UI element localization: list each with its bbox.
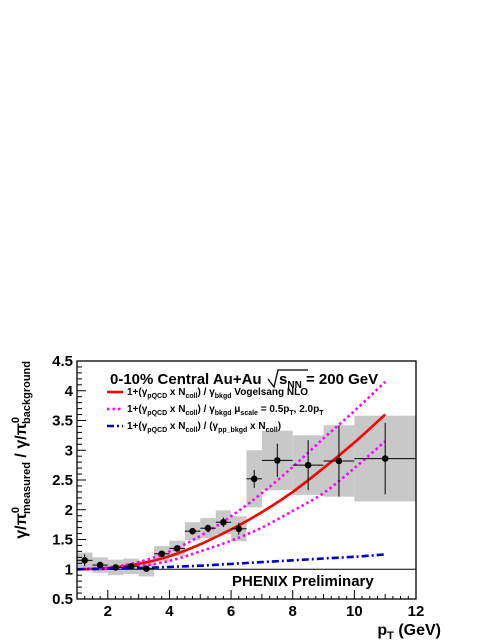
data-point <box>158 550 166 558</box>
y-tick-label: 3 <box>65 442 73 459</box>
y-tick-label: 1.5 <box>52 532 73 549</box>
pp-background-curve <box>76 553 386 571</box>
tick-labels: 2 4 6 8 10 12 0.5 1 1.5 2 2.5 3 3.5 4 4.5 <box>52 353 424 620</box>
data-point <box>204 524 212 532</box>
legend: 1+(γpQCD x Ncoll) / γbkgd Vogelsang NLO 1… <box>107 387 324 434</box>
energy-label: sNN = 200 GeV <box>267 369 378 391</box>
data-point <box>335 457 343 465</box>
y-tick-label: 3.5 <box>52 413 73 430</box>
x-axis-title: pT (GeV) <box>377 622 441 642</box>
x-tick-label: 8 <box>289 603 297 620</box>
x-tick-label: 12 <box>408 603 425 620</box>
data-point <box>235 525 243 533</box>
data-point <box>112 564 119 571</box>
data-point <box>173 545 181 552</box>
y-tick-label: 4.5 <box>52 353 73 370</box>
legend-label: 1+(γpQCD x Ncoll) / γbkgd Vogelsang NLO <box>127 387 308 400</box>
x-tick-label: 2 <box>104 603 112 620</box>
x-tick-label: 4 <box>165 603 174 620</box>
axis-ticks <box>76 360 417 600</box>
data-point <box>143 565 150 572</box>
x-tick-label: 6 <box>227 603 235 620</box>
legend-label: 1+(γpQCD x Ncoll) / γbkgd μscale = 0.5pT… <box>127 404 324 417</box>
phenix-preliminary-label: PHENIX Preliminary <box>232 573 374 590</box>
systematic-error-boxes <box>77 415 416 577</box>
scale-upper-curve <box>76 380 387 571</box>
data-point <box>189 527 196 535</box>
data-point <box>304 461 312 469</box>
y-tick-label: 4 <box>65 383 74 400</box>
data-point <box>220 518 227 526</box>
energy-text: sNN = 200 GeV <box>279 371 378 391</box>
data-point <box>250 475 258 483</box>
data-point <box>274 457 281 464</box>
legend-label: 1+(γpQCD x Ncoll) / (γpp_bkgd x Ncoll) <box>127 421 281 434</box>
data-point <box>81 557 89 564</box>
data-points <box>81 455 389 572</box>
data-point <box>381 455 389 462</box>
y-axis-title: γ/π0measured / γ/π0background <box>10 361 33 539</box>
x-tick-label: 10 <box>346 603 363 620</box>
y-tick-label: 1 <box>65 561 73 578</box>
y-tick-label: 2 <box>65 502 73 519</box>
y-tick-label: 2.5 <box>52 472 73 489</box>
data-point <box>127 562 135 570</box>
chart-title: 0-10% Central Au+Au <box>110 371 262 388</box>
data-point <box>96 561 104 569</box>
sqrt-symbol <box>267 369 308 389</box>
y-tick-label: 0.5 <box>52 591 73 608</box>
